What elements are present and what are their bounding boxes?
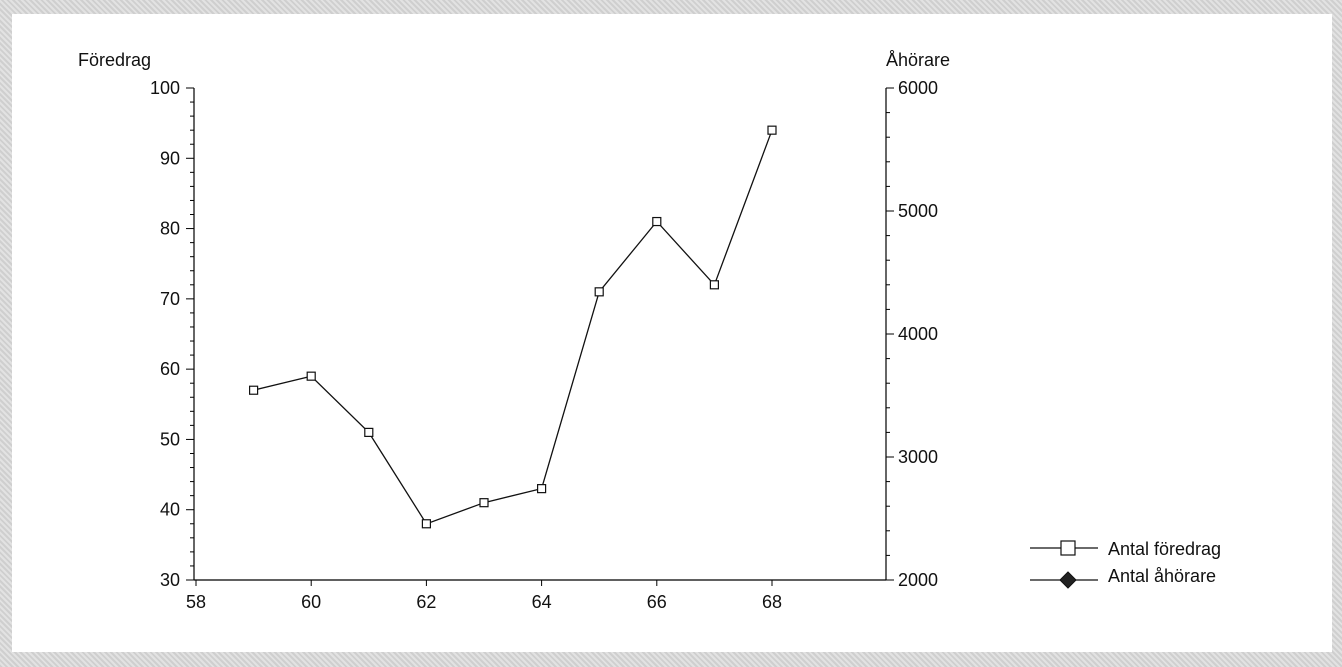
data-point-0-68 [767, 125, 777, 135]
data-point-0-60 [306, 371, 316, 381]
y-right-tick-label-4000: 4000 [898, 324, 938, 344]
y-left-tick-label-30: 30 [160, 570, 180, 590]
y-right-tick-label-2000: 2000 [898, 570, 938, 590]
legend: Antal föredrag Antal åhörare [1030, 539, 1221, 589]
data-point-0-65 [594, 287, 604, 297]
data-point-0-59 [249, 385, 259, 395]
x-tick-label-68: 68 [762, 592, 782, 612]
data-point-0-61 [364, 427, 374, 437]
legend-label-antal-ahorare: Antal åhörare [1108, 566, 1216, 586]
series-line-0 [253, 129, 773, 525]
y-left-tick-label-70: 70 [160, 289, 180, 309]
data-point-0-63 [479, 498, 489, 508]
x-tick-label-64: 64 [532, 592, 552, 612]
right-axis-title: Åhörare [886, 50, 950, 70]
y-left-tick-label-80: 80 [160, 219, 180, 239]
left-axis-title: Föredrag [78, 50, 151, 70]
y-left-tick-label-100: 100 [150, 78, 180, 98]
data-point-0-62 [421, 519, 431, 529]
data-point-0-64 [536, 484, 547, 494]
x-tick-label-66: 66 [647, 592, 667, 612]
x-tick-label-60: 60 [301, 592, 321, 612]
x-tick-label-62: 62 [416, 592, 436, 612]
y-right-tick-label-5000: 5000 [898, 201, 938, 221]
x-tick-label-58: 58 [186, 592, 206, 612]
y-right-tick-label-6000: 6000 [898, 78, 938, 98]
legend-marker-open-square [1060, 540, 1076, 556]
y-left-tick-label-40: 40 [160, 500, 180, 520]
data-point-0-66 [652, 216, 662, 227]
y-left-tick-label-90: 90 [160, 148, 180, 168]
y-left-tick-label-60: 60 [160, 359, 180, 379]
chart-marks: 58 60 62 64 66 68 30 40 50 60 70 80 90 100 2000 3000 400… [150, 78, 938, 612]
legend-marker-filled-diamond [1059, 571, 1077, 589]
y-left-tick-label-50: 50 [160, 429, 180, 449]
data-point-0-67 [709, 280, 720, 290]
chart-paper [12, 14, 1332, 652]
legend-label-antal-foredrag: Antal föredrag [1108, 539, 1221, 559]
y-right-tick-label-3000: 3000 [898, 447, 938, 467]
